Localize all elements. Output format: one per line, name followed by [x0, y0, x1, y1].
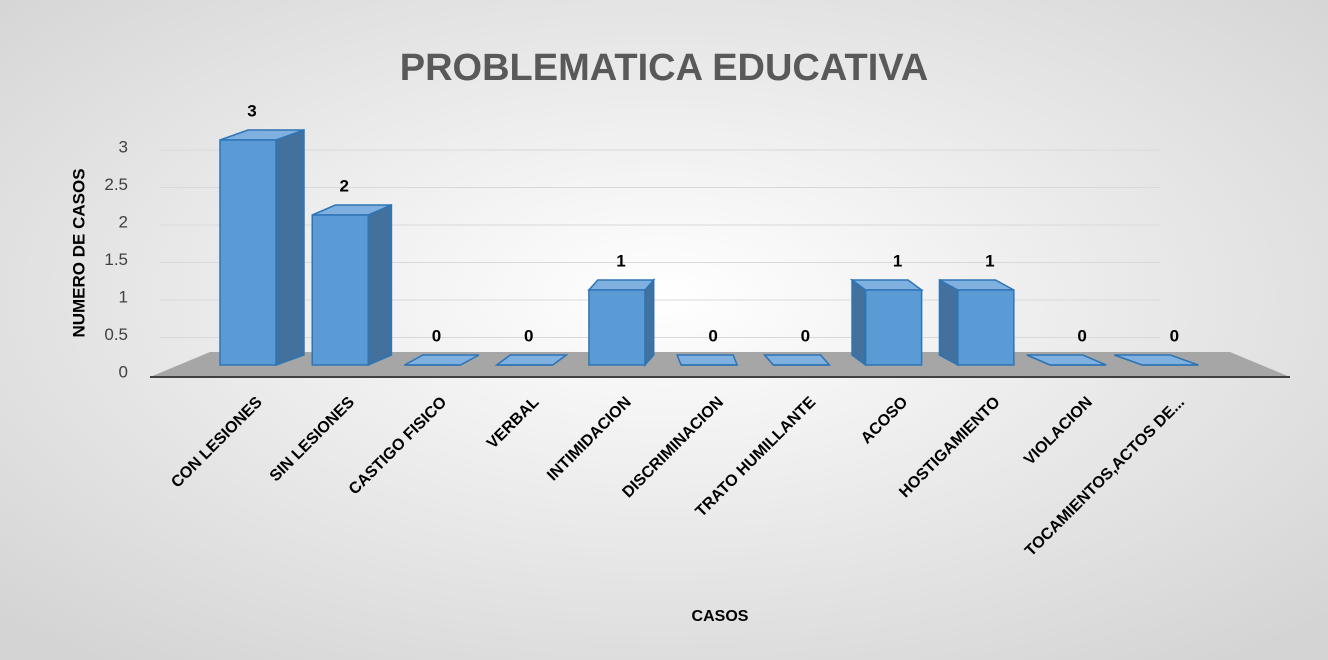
bar: [676, 354, 739, 366]
data-label: 0: [1170, 326, 1179, 345]
data-label: 0: [801, 326, 810, 345]
data-label: 0: [708, 326, 717, 345]
bar: [311, 203, 393, 367]
y-tick-label: 3: [119, 137, 128, 156]
chart-title: PROBLEMATICA EDUCATIVA: [400, 47, 928, 89]
x-axis-label: CASOS: [692, 608, 749, 625]
bar: [1026, 354, 1107, 366]
bar-face: [275, 128, 305, 367]
bar-face: [311, 214, 369, 366]
y-axis-label: NUMERO DE CASOS: [69, 168, 88, 337]
data-label: 0: [524, 326, 533, 345]
bar: [587, 278, 656, 367]
data-label: 1: [985, 251, 994, 270]
bar-face: [864, 289, 923, 366]
bar-face: [957, 289, 1015, 366]
bar: [494, 354, 569, 366]
bar: [849, 278, 924, 367]
y-tick-label: 2.5: [104, 175, 128, 194]
bar: [219, 128, 305, 367]
y-tick-label: 0.5: [104, 325, 128, 344]
bar: [938, 278, 1015, 367]
bar: [762, 354, 832, 366]
bar-face: [644, 278, 655, 367]
bar-face: [494, 354, 569, 366]
data-label: 2: [339, 176, 348, 195]
y-tick-label: 2: [119, 212, 128, 231]
bar: [1114, 354, 1199, 366]
data-label: 0: [432, 326, 441, 345]
bar-face: [588, 289, 646, 366]
bar-face: [849, 279, 924, 291]
y-tick-label: 0: [119, 362, 128, 381]
bar-face: [851, 278, 867, 367]
data-label: 0: [1077, 326, 1086, 345]
data-label: 1: [616, 251, 625, 270]
y-tick-label: 1.5: [104, 250, 128, 269]
bar-face: [676, 354, 739, 366]
bar-face: [367, 203, 393, 367]
data-label: 3: [247, 101, 256, 120]
bar: [404, 354, 480, 366]
bar-face: [219, 139, 277, 366]
y-tick-label: 1: [119, 287, 128, 306]
data-label: 1: [893, 251, 902, 270]
bar-face: [587, 279, 656, 291]
bar-face: [762, 354, 832, 366]
bar-face: [938, 278, 959, 367]
